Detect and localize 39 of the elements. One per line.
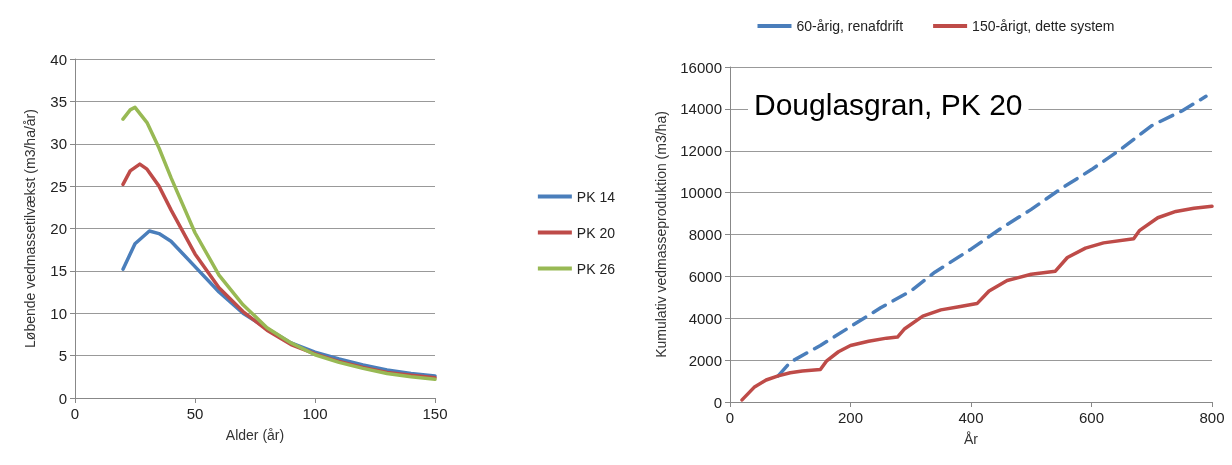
y-tick-label: 12000 bbox=[680, 142, 722, 160]
line-series bbox=[121, 105, 437, 382]
x-tick-label: 200 bbox=[837, 409, 864, 426]
y-tick-label: 10000 bbox=[680, 184, 722, 202]
y-tick-label: 40 bbox=[50, 50, 67, 68]
x-axis-title: År bbox=[964, 431, 979, 447]
x-tick-label: 50 bbox=[186, 405, 204, 422]
legend-label: 60-årig, renafdrift bbox=[796, 18, 904, 34]
y-tick-label: 0 bbox=[713, 393, 722, 411]
x-tick-label: 0 bbox=[725, 409, 735, 426]
y-tick-label: 16000 bbox=[680, 58, 722, 76]
line-series bbox=[740, 204, 1214, 402]
x-tick-label: 100 bbox=[302, 405, 328, 422]
x-axis-title: Alder (år) bbox=[225, 427, 285, 443]
legend-label: PK 14 bbox=[576, 188, 616, 205]
y-tick-label: 15 bbox=[50, 262, 67, 280]
y-tick-label: 4000 bbox=[688, 309, 722, 327]
y-tick-label: 10 bbox=[50, 304, 67, 322]
y-tick-label: 30 bbox=[50, 135, 67, 153]
x-tick-label: 0 bbox=[70, 405, 80, 422]
y-tick-label: 0 bbox=[58, 389, 67, 407]
annotation: Douglasgran, PK 20 bbox=[754, 87, 1023, 121]
x-tick-label: 800 bbox=[1199, 409, 1225, 426]
legend-label: 150-årigt, dette system bbox=[972, 18, 1115, 34]
y-tick-label: 5 bbox=[58, 347, 67, 365]
legend-label: PK 20 bbox=[576, 224, 616, 241]
x-tick-label: 600 bbox=[1078, 409, 1105, 426]
y-tick-label: 20 bbox=[50, 220, 67, 237]
x-tick-label: 150 bbox=[422, 405, 448, 422]
y-axis-title: Løbende vedmassetilvækst (m3/ha/år) bbox=[22, 109, 38, 348]
x-tick-label: 400 bbox=[958, 409, 984, 426]
y-tick-label: 35 bbox=[50, 92, 67, 110]
y-tick-label: 6000 bbox=[688, 267, 722, 285]
y-tick-label: 14000 bbox=[680, 100, 722, 118]
legend-label: PK 26 bbox=[576, 260, 616, 277]
y-tick-label: 25 bbox=[50, 177, 67, 195]
y-axis-title: Kumulativ vedmasseproduktion (m3/ha) bbox=[653, 111, 669, 358]
y-tick-label: 8000 bbox=[688, 226, 722, 243]
y-tick-label: 2000 bbox=[688, 351, 722, 369]
